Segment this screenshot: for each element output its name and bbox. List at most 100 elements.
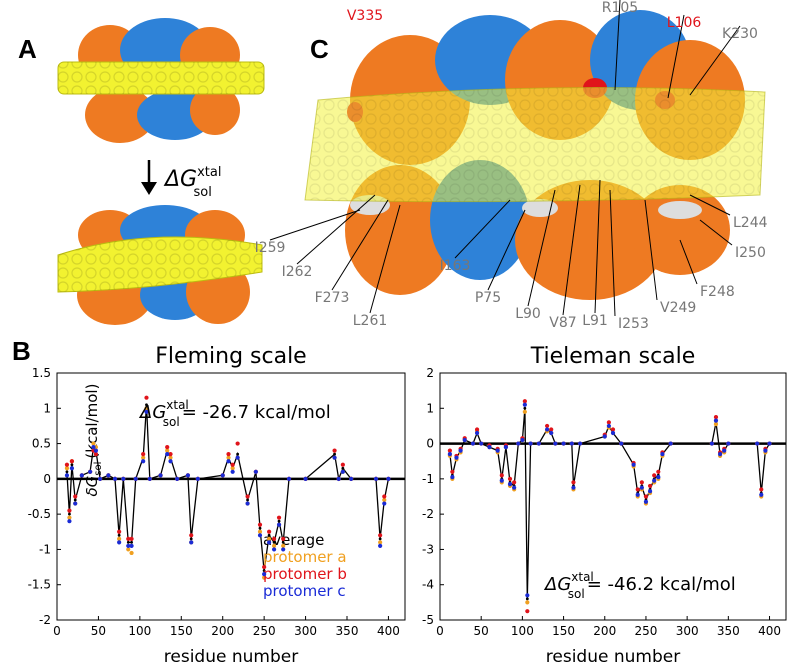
y-tick-label: -3	[422, 542, 434, 556]
point	[69, 459, 75, 464]
point	[276, 515, 282, 520]
point	[639, 480, 644, 485]
point	[336, 476, 341, 481]
point	[507, 476, 513, 481]
point	[525, 593, 530, 598]
x-tick-label: 250	[253, 624, 276, 638]
x-tick-label: 300	[294, 624, 317, 638]
point	[272, 540, 276, 544]
leader-line	[269, 209, 361, 241]
residue-label: L261	[353, 313, 388, 329]
y-tick-label: -2	[39, 613, 51, 627]
leader-line	[644, 199, 658, 301]
point	[474, 430, 480, 436]
point	[470, 441, 476, 446]
plot-frame	[56, 372, 406, 621]
point	[65, 470, 69, 474]
point	[553, 441, 558, 446]
point	[378, 537, 382, 541]
point	[668, 441, 673, 446]
point	[606, 420, 611, 425]
point	[257, 522, 263, 527]
point	[577, 441, 583, 446]
legend-entry: protomer a	[263, 548, 347, 566]
point	[474, 427, 480, 432]
point	[189, 537, 193, 541]
residue-label: V249	[660, 300, 696, 316]
point	[73, 498, 77, 502]
point	[226, 455, 231, 460]
point	[267, 529, 272, 534]
point	[267, 533, 271, 537]
point	[168, 452, 173, 457]
point	[165, 448, 170, 453]
point	[220, 473, 225, 478]
leader-line	[609, 189, 616, 317]
point	[333, 452, 336, 456]
point	[126, 547, 131, 552]
point	[133, 476, 138, 481]
point	[281, 543, 286, 549]
point	[112, 476, 118, 481]
point	[544, 423, 550, 429]
point	[717, 452, 723, 457]
point	[561, 441, 566, 446]
x-tick-label: 400	[758, 624, 781, 638]
point	[286, 476, 292, 481]
point	[235, 441, 240, 446]
point	[340, 469, 345, 474]
x-tick-label: 100	[128, 624, 151, 638]
point	[639, 485, 644, 490]
point	[141, 459, 146, 464]
x-tick-label: 50	[474, 624, 489, 638]
point	[144, 395, 149, 400]
x-tick-label: 150	[170, 624, 193, 638]
panel-label: C	[310, 34, 329, 64]
point	[523, 406, 527, 410]
point	[643, 494, 649, 499]
y-tick-label: 0	[426, 437, 434, 451]
superscript: xtal	[571, 570, 594, 584]
point	[145, 403, 148, 407]
point	[516, 441, 521, 446]
point	[141, 452, 146, 457]
point	[382, 494, 387, 499]
point	[713, 415, 719, 420]
point	[512, 480, 517, 485]
point	[97, 476, 103, 481]
point	[281, 540, 285, 544]
annotation-text: = -26.7 kcal/mol	[182, 402, 331, 423]
point	[117, 533, 121, 537]
point	[91, 445, 96, 450]
point	[117, 536, 122, 541]
point	[571, 485, 576, 490]
residue-label: F248	[700, 284, 735, 300]
point	[549, 427, 554, 432]
point	[610, 427, 616, 432]
point	[93, 448, 99, 453]
point	[230, 462, 235, 467]
point	[631, 462, 636, 467]
point	[271, 543, 277, 549]
point	[512, 485, 517, 490]
legend-entry: average	[263, 531, 324, 549]
annotation-text: = -46.2 kcal/mol	[587, 574, 736, 595]
point	[281, 536, 286, 541]
chart-title: Tieleman scale	[530, 344, 696, 369]
point	[652, 473, 657, 478]
point	[64, 462, 70, 467]
point	[656, 469, 661, 474]
point	[267, 536, 272, 541]
structure-c	[304, 10, 766, 300]
point	[606, 423, 611, 429]
y-tick-label: -2	[422, 507, 434, 521]
point	[602, 434, 607, 439]
point	[450, 469, 455, 474]
unit: (kcal/mol)	[83, 384, 101, 459]
point	[168, 459, 173, 464]
point	[141, 455, 146, 460]
point	[195, 476, 200, 481]
point	[635, 492, 640, 497]
residue-label: L106	[667, 15, 702, 31]
y-tick-label: -1	[39, 542, 51, 556]
